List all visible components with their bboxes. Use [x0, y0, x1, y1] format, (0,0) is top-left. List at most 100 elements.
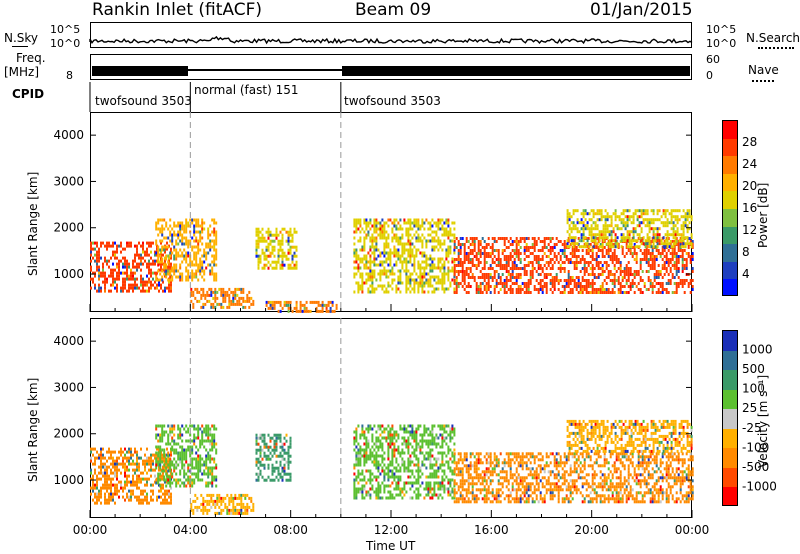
echo-cell — [155, 272, 158, 276]
echo-cell — [427, 281, 430, 285]
echo-cell — [110, 289, 112, 293]
echo-cell — [142, 247, 144, 251]
echo-cell — [355, 439, 358, 443]
echo-cell — [154, 286, 156, 290]
echo-cell — [199, 460, 202, 464]
echo-cell — [527, 261, 530, 264]
echo-cell — [114, 250, 116, 254]
echo-cell — [683, 258, 686, 261]
echo-cell — [493, 249, 496, 252]
echo-cell — [236, 293, 239, 297]
echo-cell — [600, 236, 603, 240]
echo-cell — [154, 453, 156, 457]
echo-cell — [203, 260, 206, 264]
echo-cell — [529, 276, 532, 279]
echo-cell — [215, 221, 218, 225]
echo-cell — [627, 291, 630, 294]
echo-cell — [191, 478, 194, 482]
echo-cell — [104, 480, 106, 484]
echo-cell — [289, 233, 292, 237]
echo-cell — [353, 236, 356, 240]
echo-cell — [645, 288, 648, 291]
echo-cell — [164, 489, 166, 493]
echo-cell — [521, 282, 524, 285]
echo-cell — [138, 262, 140, 266]
echo-cell — [598, 218, 601, 222]
echo-cell — [335, 306, 338, 310]
echo-cell — [664, 239, 667, 243]
echo-cell — [161, 260, 164, 264]
echo-cell — [197, 457, 200, 461]
echo-cell — [90, 286, 92, 290]
echo-cell — [283, 254, 286, 258]
echo-cell — [620, 245, 623, 249]
echo-cell — [114, 486, 116, 490]
echo-cell — [331, 309, 334, 313]
echo-cell — [427, 257, 430, 261]
echo-cell — [421, 251, 424, 255]
echo-cell — [461, 273, 464, 276]
echo-cell — [108, 474, 110, 478]
echo-cell — [191, 484, 194, 488]
echo-cell — [547, 273, 550, 276]
echo-cell — [453, 243, 456, 246]
echo-cell — [158, 456, 160, 460]
echo-cell — [273, 300, 276, 304]
echo-cell — [651, 261, 654, 264]
echo-cell — [152, 459, 154, 463]
echo-cell — [429, 224, 432, 228]
echo-cell — [607, 255, 610, 258]
echo-cell — [224, 293, 227, 297]
echo-cell — [497, 258, 500, 261]
echo-cell — [179, 263, 182, 267]
echo-cell — [222, 305, 225, 309]
echo-cell — [555, 237, 558, 240]
echo-cell — [271, 469, 274, 473]
echo-cell — [615, 279, 618, 282]
echo-cell — [559, 291, 562, 294]
echo-cell — [255, 436, 258, 440]
echo-cell — [403, 260, 406, 264]
echo-cell — [647, 261, 650, 264]
echo-cell — [515, 252, 518, 255]
echo-cell — [592, 239, 595, 243]
echo-cell — [281, 239, 284, 243]
echo-cell — [633, 273, 636, 276]
echo-cell — [627, 279, 630, 282]
echo-cell — [134, 480, 136, 484]
echo-cell — [413, 269, 416, 273]
echo-cell — [608, 233, 611, 237]
echo-cell — [629, 270, 632, 273]
echo-cell — [259, 230, 262, 234]
echo-cell — [161, 427, 164, 431]
echo-cell — [157, 433, 160, 437]
echo-cell — [441, 278, 444, 282]
echo-cell — [215, 263, 218, 267]
echo-cell — [594, 233, 597, 237]
echo-cell — [104, 486, 106, 490]
echo-cell — [124, 447, 126, 451]
echo-cell — [461, 267, 464, 270]
echo-cell — [359, 236, 362, 240]
echo-cell — [563, 240, 566, 243]
echo-cell — [132, 265, 134, 269]
echo-cell — [171, 439, 174, 443]
echo-cell — [110, 489, 112, 493]
echo-cell — [533, 249, 536, 252]
echo-cell — [457, 240, 460, 243]
echo-cell — [675, 255, 678, 258]
echo-cell — [385, 272, 388, 276]
echo-cell — [511, 270, 514, 273]
echo-cell — [499, 279, 502, 282]
echo-cell — [469, 237, 472, 240]
echo-cell — [212, 290, 215, 294]
echo-cell — [263, 236, 266, 240]
echo-cell — [421, 224, 424, 228]
echo-cell — [563, 288, 566, 291]
echo-cell — [617, 243, 620, 246]
echo-cell — [656, 209, 659, 213]
echo-cell — [385, 242, 388, 246]
echo-cell — [684, 221, 687, 225]
echo-cell — [399, 281, 402, 285]
echo-cell — [686, 215, 689, 219]
